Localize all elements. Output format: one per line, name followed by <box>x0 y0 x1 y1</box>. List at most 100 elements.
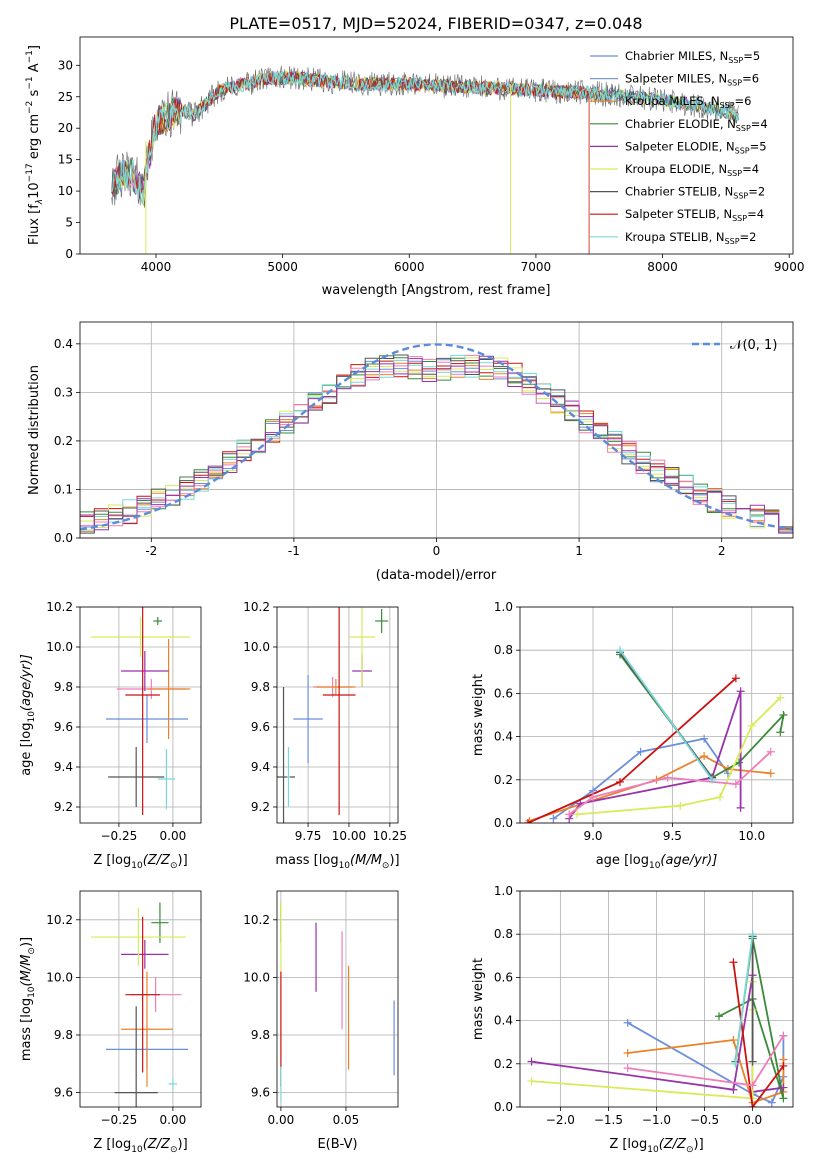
subscript: 10 <box>647 1145 659 1155</box>
label-part: =6 <box>742 72 759 86</box>
plot-area <box>523 646 788 823</box>
data-point <box>779 1094 788 1103</box>
y-tick-label: 9.6 <box>54 720 73 734</box>
legend-entry: Kroupa ELODIE, NSSP=4 <box>625 162 759 178</box>
data-point <box>731 674 740 683</box>
data-point <box>729 958 738 967</box>
subscript: 10 <box>27 986 37 998</box>
error-bar <box>157 749 176 809</box>
data-point <box>565 810 574 819</box>
data-point <box>615 646 624 655</box>
error-bar <box>105 695 189 743</box>
x-axis-label: E(B-V) <box>317 1137 357 1152</box>
x-tick-label: 9.75 <box>295 829 322 843</box>
axes-frame <box>79 321 794 539</box>
x-axis-label: Z [log10(Z/Z⊙)] <box>93 1137 187 1155</box>
y-tick-label: 0.4 <box>54 337 73 351</box>
y-tick-label: 0.6 <box>494 970 513 984</box>
error-bar <box>286 747 291 807</box>
legend-entry: Salpeter MILES, NSSP=6 <box>625 72 759 88</box>
x-tick-label: −1.5 <box>594 1113 623 1127</box>
subscript: ⊙ <box>170 1145 178 1155</box>
y-tick-label: 10.2 <box>46 913 73 927</box>
error-bar <box>153 617 163 625</box>
x-tick-label: −0.25 <box>101 829 138 843</box>
residual-histogram-panel: -2 -1 0 1 2 0.0 0.1 0.2 0.3 0.4 Normed distributio… <box>27 321 794 583</box>
superscript: −2 <box>25 101 35 114</box>
x-tick-label: -2 <box>145 544 157 558</box>
data-point <box>623 1018 632 1027</box>
legend-entry: 𝒩(0, 1) <box>730 338 777 353</box>
y-tick-label: 10.0 <box>46 640 73 654</box>
label-part: ] <box>27 45 42 50</box>
label-part: =4 <box>742 162 759 176</box>
y-tick-label: 1.0 <box>494 884 513 898</box>
weight-series <box>729 958 788 1107</box>
superscript: −17 <box>25 163 35 182</box>
data-point <box>736 803 745 812</box>
error-bar <box>121 971 173 1087</box>
label-part: (age/yr)] <box>660 853 717 868</box>
data-point <box>708 775 717 784</box>
y-axis-label: mass weight <box>471 958 486 1040</box>
weight-series <box>573 693 785 819</box>
histogram-series <box>80 355 793 534</box>
label-part: Z [log <box>609 1137 647 1152</box>
series-line <box>619 649 713 781</box>
y-tick-label: 0.2 <box>54 434 73 448</box>
y-tick-label: 10 <box>58 184 73 198</box>
x-tick-label: −2.0 <box>546 1113 575 1127</box>
label-part: )] <box>19 937 34 947</box>
label-part: age [log <box>596 853 649 868</box>
label-part: (age/yr)] <box>19 654 34 711</box>
x-tick-label: -1 <box>288 544 300 558</box>
label-part: Chabrier STELIB, N <box>625 185 733 199</box>
y-tick-label: 0.4 <box>494 1014 513 1028</box>
axes-frame <box>276 890 399 1108</box>
data-point <box>748 1103 757 1107</box>
subscript: 10 <box>339 861 351 871</box>
legend-entry: Salpeter ELODIE, NSSP=5 <box>625 139 767 155</box>
subscript: SSP <box>733 192 748 201</box>
x-tick-label: 7000 <box>521 260 552 274</box>
superscript: −1 <box>25 76 35 89</box>
data-point <box>573 810 582 819</box>
label-part: )] <box>178 1137 188 1152</box>
weight-vs-metallicity-panel: −2.0 −1.5 −1.0 −0.5 0.0 0.0 0.2 0.4 0.6 0.8 1.0 Z [… <box>471 884 794 1155</box>
series-line <box>577 697 781 816</box>
x-tick-label: 5000 <box>267 260 298 274</box>
subscript: λ <box>35 199 45 205</box>
subscript: SSP <box>727 79 742 88</box>
label-part: s <box>27 89 42 100</box>
y-tick-label: 9.4 <box>251 760 270 774</box>
data-point <box>736 687 745 696</box>
plot-area <box>280 902 395 1102</box>
data-point <box>615 777 624 786</box>
data-point <box>747 721 756 730</box>
legend-entry: Chabrier STELIB, NSSP=2 <box>625 185 765 201</box>
y-tick-label: 9.6 <box>251 1086 270 1100</box>
data-point <box>589 793 598 802</box>
axes-frame <box>79 36 794 255</box>
data-point <box>729 1085 738 1094</box>
data-point <box>623 1049 632 1057</box>
weight-series <box>565 687 745 823</box>
x-tick-label: 1 <box>575 544 583 558</box>
error-bar <box>293 675 323 763</box>
label-part: Salpeter STELIB, N <box>625 207 732 221</box>
y-axis-label: Flux [fλ10−17 erg cm−2 s−1 A−1] <box>25 45 45 245</box>
error-bar <box>146 639 191 739</box>
y-tick-label: 0.0 <box>54 531 73 545</box>
data-point <box>766 769 775 778</box>
data-point <box>776 693 785 702</box>
error-bar <box>121 939 169 969</box>
label-part: mass [log <box>19 998 34 1061</box>
x-tick-label: 8000 <box>647 260 678 274</box>
y-tick-label: 20 <box>58 121 73 135</box>
error-bar <box>277 687 295 823</box>
weight-series <box>731 930 757 1068</box>
y-tick-label: 10.2 <box>243 913 270 927</box>
y-tick-label: 9.8 <box>54 1028 73 1042</box>
label-part: =5 <box>743 49 760 63</box>
